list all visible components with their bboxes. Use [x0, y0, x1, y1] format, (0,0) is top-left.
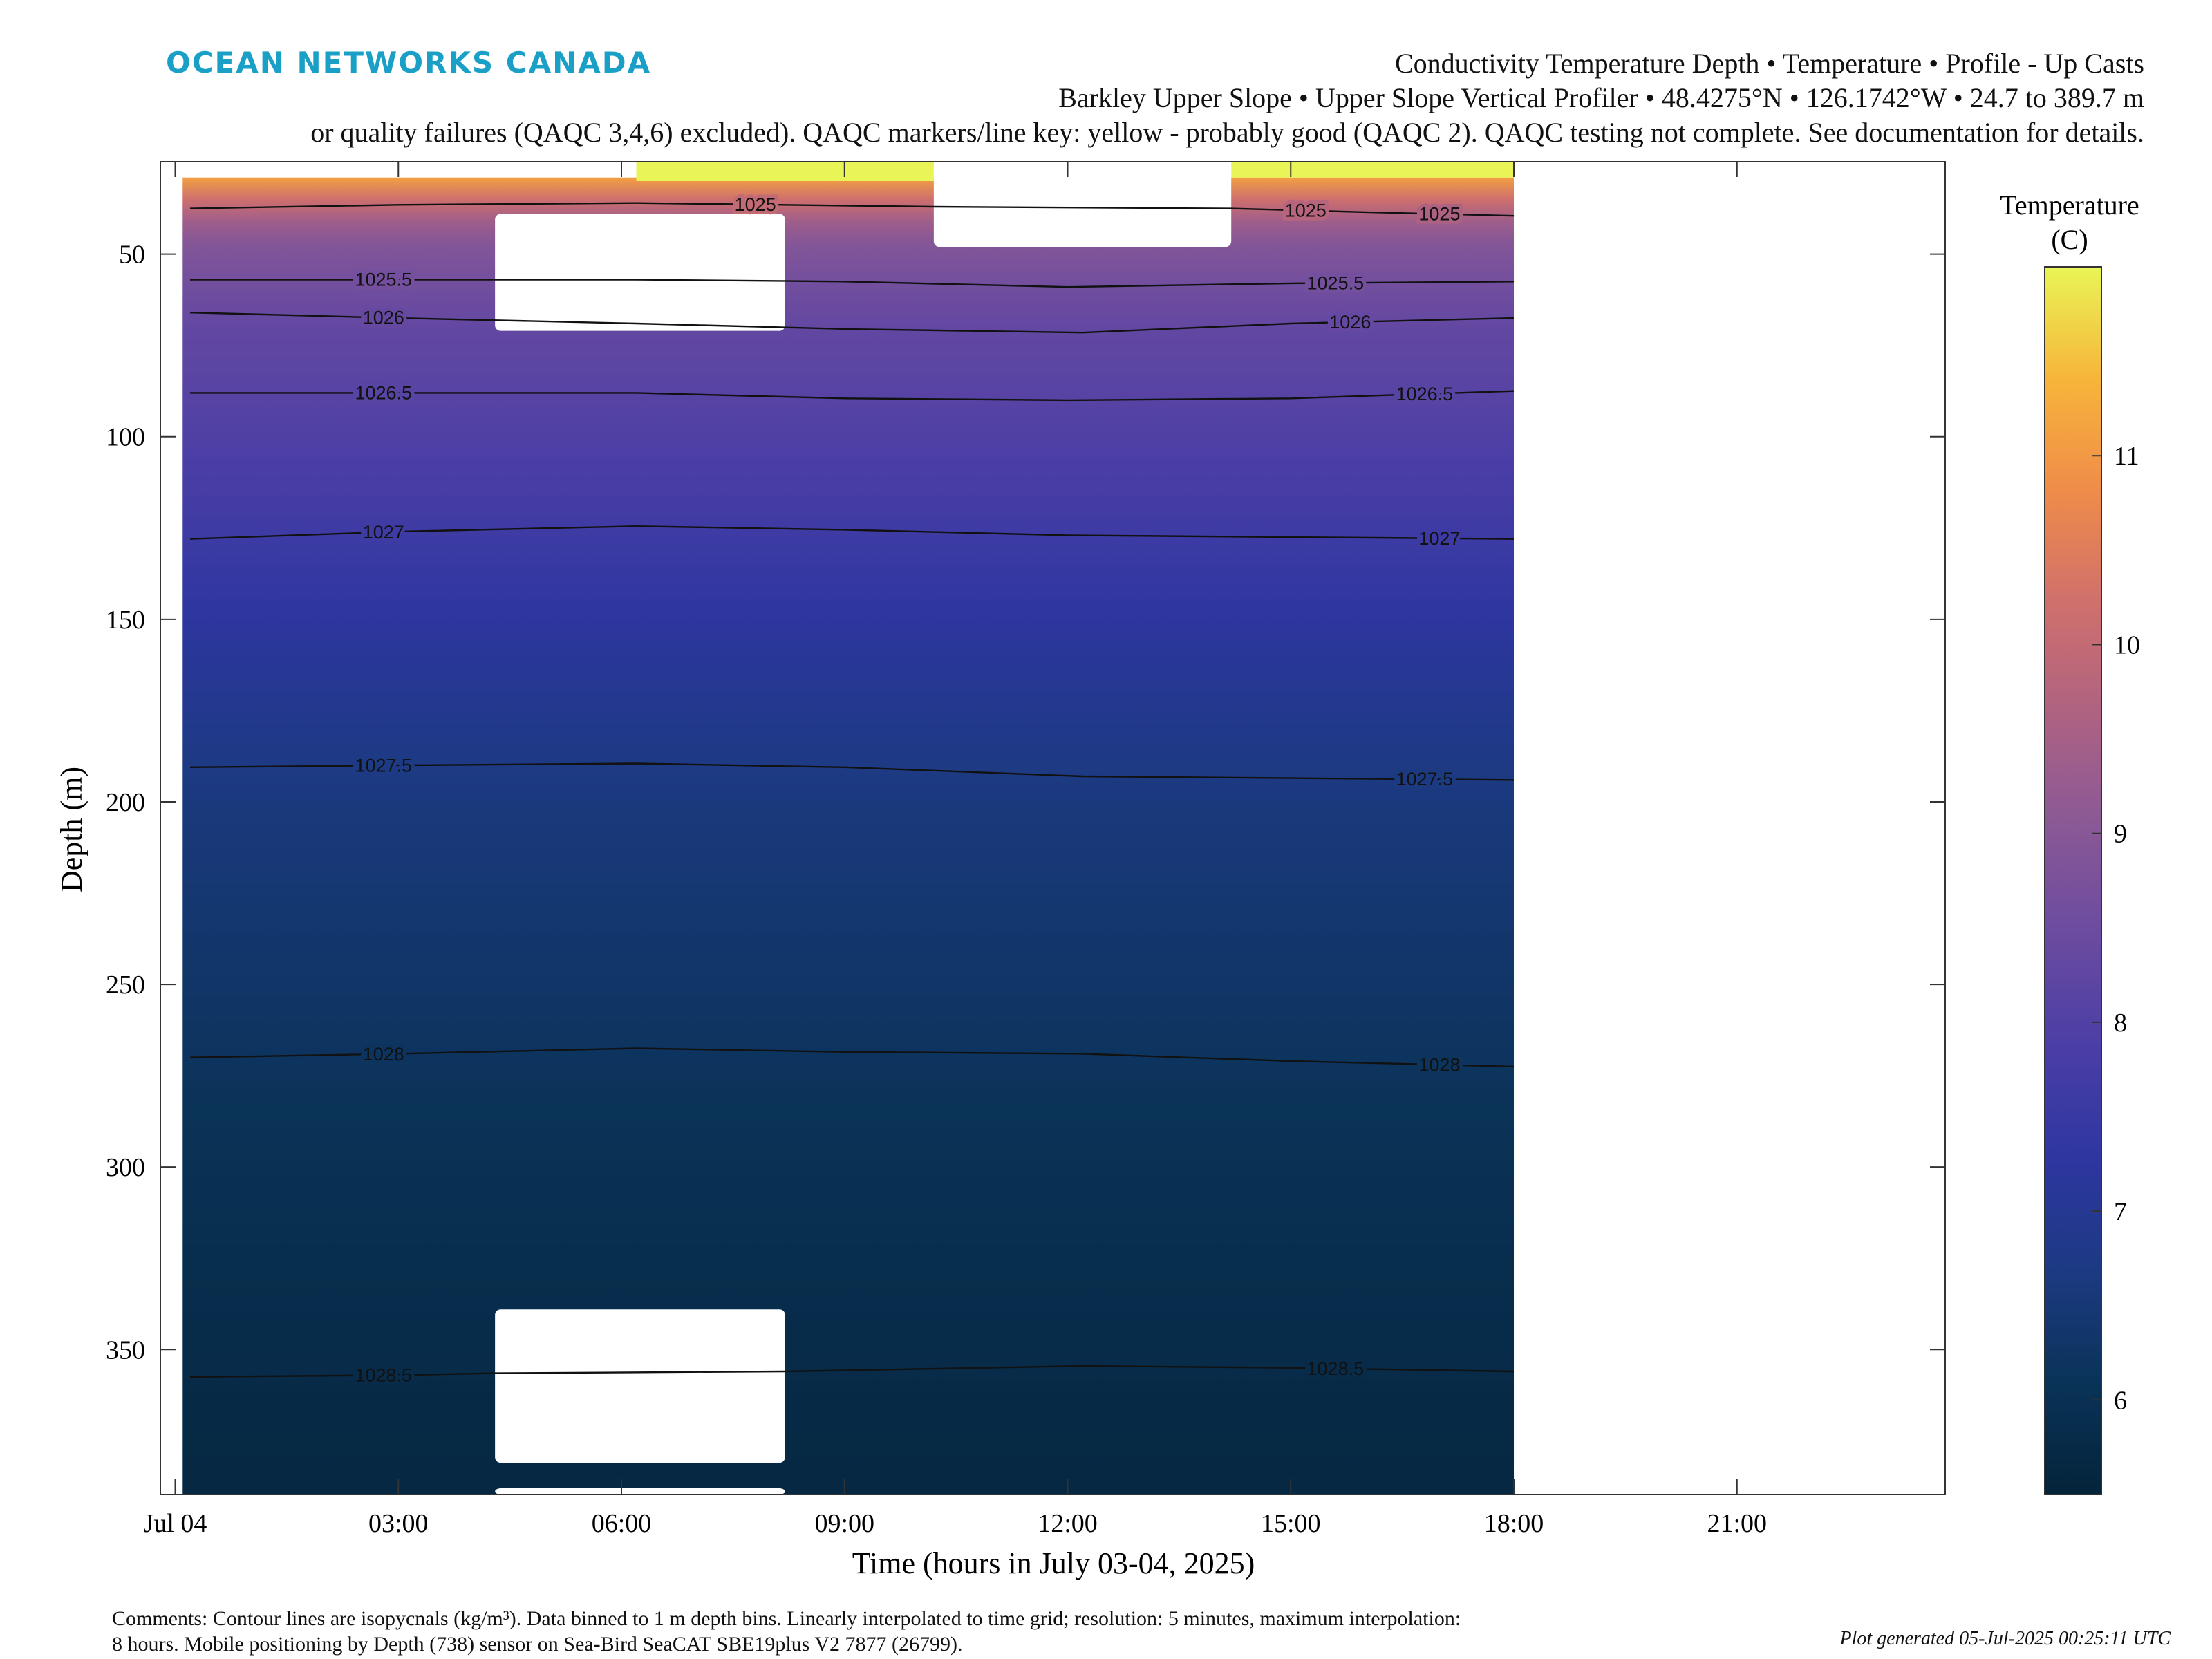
isopycnal-label: 1026.5	[355, 382, 412, 403]
colorbar-tick-label: 9	[2114, 820, 2127, 849]
x-tick-label: 03:00	[368, 1509, 429, 1538]
x-tick-label: 12:00	[1038, 1509, 1098, 1538]
y-tick-label: 350	[106, 1335, 145, 1365]
colorbar-tick-label: 8	[2114, 1009, 2127, 1038]
isopycnal-label: 1027.5	[1396, 769, 1454, 789]
x-tick-label: Jul 04	[144, 1509, 207, 1538]
colorbar-label-line-2: (C)	[2051, 224, 2088, 255]
x-tick-label: 06:00	[592, 1509, 652, 1538]
colorbar-tick-label: 7	[2114, 1197, 2127, 1226]
isopycnal-line	[189, 525, 1515, 540]
qaqc-yellow-segment	[636, 162, 934, 181]
plot-frame	[160, 161, 1946, 1495]
y-tick-label: 150	[106, 606, 145, 635]
isopycnal-label: 1028	[1418, 1054, 1460, 1075]
x-tick-label: 15:00	[1261, 1509, 1321, 1538]
temperature-colorbar: 6 7 8 9 10 11	[2044, 266, 2140, 1495]
y-tick-label: 250	[106, 971, 145, 1000]
isopycnal-label: 1027	[363, 522, 404, 543]
data-gaps	[495, 162, 1232, 1494]
isopycnal-label: 1027.5	[355, 755, 412, 776]
y-axis-label: Depth (m)	[55, 767, 88, 892]
data-gap	[495, 214, 785, 331]
isopycnal-label: 1027	[1418, 528, 1460, 549]
isopycnal-label: 1028.5	[355, 1365, 412, 1385]
y-tick-label: 100	[106, 423, 145, 452]
axes: Jul 04 03:00 06:00 09:00 12:00 15:00 18:00 21:0…	[106, 162, 1945, 1538]
data-gap	[495, 1309, 785, 1463]
colorbar-tick-label: 6	[2114, 1386, 2127, 1415]
data-gap	[495, 1488, 785, 1494]
comment-line-2: 8 hours. Mobile positioning by Depth (73…	[112, 1633, 963, 1656]
y-tick-label: 50	[119, 241, 145, 270]
x-tick-label: 21:00	[1707, 1509, 1767, 1538]
x-tick-label: 18:00	[1484, 1509, 1544, 1538]
isopycnal-line	[189, 1365, 1515, 1378]
chart-title-line-2: Barkley Upper Slope • Upper Slope Vertic…	[1058, 82, 2144, 113]
isopycnal-line	[189, 1047, 1515, 1068]
chart-title-line-1: Conductivity Temperature Depth • Tempera…	[1394, 48, 2144, 79]
isopycnal-label: 1025	[1285, 200, 1327, 221]
colorbar-label-line-1: Temperature	[2000, 189, 2139, 221]
x-tick-label: 09:00	[814, 1509, 874, 1538]
isopycnal-line	[189, 762, 1515, 781]
isopycnal-line	[189, 312, 1515, 334]
isopycnal-label: 1028.5	[1307, 1358, 1365, 1379]
isopycnal-contours: 1025 1025 1025 1025.5 1025.5 1026 1026 1026.5 10…	[189, 191, 1515, 1389]
isopycnal-label: 1025.5	[355, 270, 412, 290]
isopycnal-label: 1025	[1418, 204, 1460, 225]
isopycnal-line	[190, 390, 1515, 402]
isopycnal-label: 1025	[735, 194, 776, 215]
y-tick-label: 200	[106, 788, 145, 817]
isopycnal-line	[189, 202, 1515, 217]
qaqc-yellow-segment	[1231, 162, 1515, 178]
temperature-heatmap	[182, 162, 1515, 1494]
colorbar-tick-label: 10	[2114, 630, 2140, 659]
isopycnal-label: 1026	[363, 308, 404, 328]
chart-title-line-3: or quality failures (QAQC 3,4,6) exclude…	[310, 117, 2144, 148]
y-tick-label: 300	[106, 1153, 145, 1182]
isopycnal-label: 1026.5	[1396, 384, 1454, 404]
temperature-field	[182, 177, 1515, 1494]
colorbar-tick-label: 11	[2114, 442, 2139, 471]
isopycnal-label: 1025.5	[1307, 272, 1365, 293]
isopycnal-label: 1026	[1329, 312, 1371, 332]
comment-line-1: Comments: Contour lines are isopycnals (…	[112, 1607, 1461, 1630]
colorbar-gradient	[2044, 266, 2102, 1495]
data-gap	[933, 162, 1232, 247]
x-axis-label: Time (hours in July 03-04, 2025)	[852, 1546, 1255, 1580]
isopycnal-label: 1028	[363, 1044, 404, 1065]
isopycnal-line	[190, 279, 1515, 288]
plot-generated-timestamp: Plot generated 05-Jul-2025 00:25:11 UTC	[1839, 1628, 2171, 1649]
ocean-networks-canada-logo: OCEAN NETWORKS CANADA	[166, 46, 652, 79]
